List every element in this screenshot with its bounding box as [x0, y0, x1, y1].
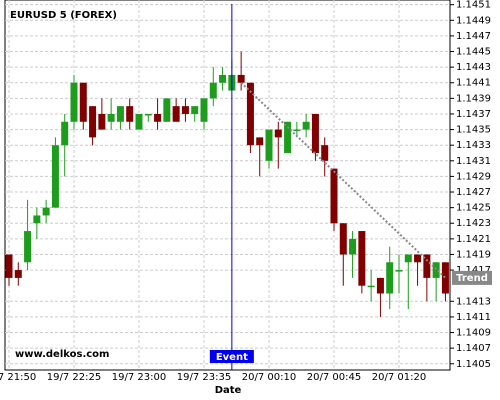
- candle-body: [293, 129, 301, 132]
- y-tick-label: 1.1423: [456, 218, 491, 229]
- candle-body: [376, 277, 384, 294]
- event-label-box: [209, 350, 254, 363]
- y-tick-label: 1.1411: [456, 312, 491, 323]
- trend-label: Trend: [456, 273, 488, 284]
- plot-area: [4, 0, 451, 371]
- candle-body: [181, 106, 189, 114]
- candle-body: [70, 82, 78, 122]
- y-tick-label: 1.1431: [456, 156, 491, 167]
- y-tick-label: 1.1429: [456, 171, 491, 182]
- candle-body: [191, 106, 199, 114]
- candle-body: [246, 82, 254, 146]
- candle-body: [126, 106, 134, 122]
- trend-line: [240, 82, 447, 279]
- y-tick-label: 1.1451: [456, 0, 491, 11]
- candle-body: [265, 129, 273, 161]
- chart-title: EURUSD 5 (FOREX): [10, 10, 117, 21]
- candle-body: [172, 106, 180, 122]
- candle-body: [274, 129, 282, 138]
- x-tick-label: 19/7 23:35: [177, 372, 231, 383]
- candle-body: [404, 254, 412, 263]
- candle-body: [163, 98, 171, 122]
- candle-body: [367, 285, 375, 288]
- x-tick-label: 19/7 23:00: [112, 372, 166, 383]
- candle-body: [339, 223, 347, 255]
- y-tick-label: 1.1417: [456, 265, 491, 276]
- candle-body: [51, 145, 59, 208]
- y-tick-label: 1.1407: [456, 343, 491, 354]
- y-tick-label: 1.1433: [456, 140, 491, 151]
- x-tick-label: 20/7 01:20: [372, 372, 426, 383]
- candle-body: [209, 82, 217, 99]
- candle-body: [14, 270, 22, 278]
- candle-body: [98, 113, 106, 130]
- candle-body: [311, 113, 319, 153]
- candle-body: [107, 113, 115, 122]
- marks: [5, 4, 449, 370]
- y-tick-label: 1.1439: [456, 93, 491, 104]
- x-axis-label: Date: [215, 385, 242, 396]
- candle-body: [256, 137, 264, 146]
- candle-body: [284, 121, 292, 153]
- candle-body: [302, 121, 310, 130]
- candle-body: [89, 106, 97, 138]
- candle-body: [219, 74, 227, 83]
- y-tick-label: 1.1427: [456, 187, 491, 198]
- candle-body: [321, 145, 329, 161]
- grid: [5, 0, 454, 370]
- x-tick-label: 19/7 21:50: [0, 372, 36, 383]
- x-tick-label: 19/7 22:25: [47, 372, 101, 383]
- candle-body: [79, 82, 87, 122]
- candle-body: [237, 74, 245, 83]
- candle-body: [423, 254, 431, 278]
- y-tick-label: 1.1437: [456, 109, 491, 120]
- candle-body: [116, 106, 124, 122]
- candle-body: [144, 113, 152, 116]
- y-tick-label: 1.1449: [456, 15, 491, 26]
- y-tick-label: 1.1443: [456, 62, 491, 73]
- candle-body: [330, 168, 338, 224]
- candle-body: [358, 231, 366, 286]
- y-tick-label: 1.1445: [456, 47, 491, 58]
- candle-body: [42, 207, 50, 216]
- watermark: www.delkos.com: [15, 349, 109, 360]
- y-tick-label: 1.1405: [456, 359, 491, 370]
- labels: EURUSD 5 (FOREX) www.delkos.com Date 1.1451…: [0, 0, 492, 396]
- candle-body: [395, 270, 403, 272]
- y-tick-label: 1.1441: [456, 78, 491, 89]
- x-tick-label: 20/7 00:10: [242, 372, 296, 383]
- y-tick-label: 1.1425: [456, 203, 491, 214]
- candle-body: [441, 262, 449, 294]
- y-tick-label: 1.1435: [456, 125, 491, 136]
- candle-body: [154, 113, 162, 122]
- y-tick-label: 1.1413: [456, 296, 491, 307]
- candle-body: [200, 98, 208, 122]
- candle-body: [24, 231, 32, 263]
- y-tick-label: 1.1419: [456, 249, 491, 260]
- candle-body: [61, 121, 69, 146]
- candle-body: [135, 113, 143, 130]
- event-label: Event: [216, 352, 248, 363]
- y-tick-label: 1.1409: [456, 328, 491, 339]
- candle-body: [5, 254, 13, 278]
- candle-body: [432, 262, 440, 278]
- y-tick-label: 1.1447: [456, 31, 491, 42]
- candle-body: [414, 254, 422, 263]
- candle-body: [386, 262, 394, 294]
- candle-body: [33, 215, 41, 224]
- candle-body: [349, 238, 357, 255]
- x-tick-label: 20/7 00:45: [307, 372, 361, 383]
- y-tick-label: 1.1421: [456, 234, 491, 245]
- trend-label-box: [452, 270, 492, 285]
